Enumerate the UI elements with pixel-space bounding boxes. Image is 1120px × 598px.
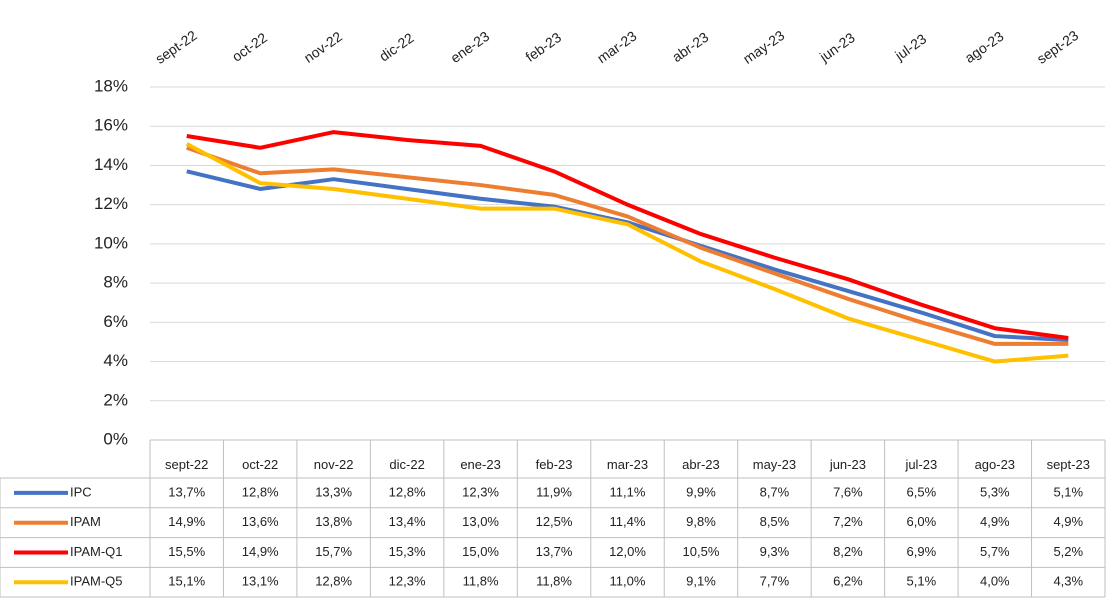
table-header: oct-22	[242, 457, 278, 472]
table-value: 7,2%	[833, 514, 863, 529]
table-value: 13,6%	[242, 514, 279, 529]
table-header: abr-23	[682, 457, 720, 472]
table-value: 9,1%	[686, 574, 716, 589]
table-header: may-23	[753, 457, 796, 472]
table-value: 13,4%	[389, 514, 426, 529]
table-value: 7,6%	[833, 484, 863, 499]
top-category-label: may-23	[740, 27, 788, 67]
table-value: 15,5%	[168, 544, 205, 559]
table-value: 9,3%	[760, 544, 790, 559]
table-value: 14,9%	[242, 544, 279, 559]
table-value: 4,0%	[980, 574, 1010, 589]
table-value: 4,9%	[1053, 514, 1083, 529]
top-category-label: jul-23	[891, 30, 929, 63]
table-value: 6,2%	[833, 574, 863, 589]
table-header: ago-23	[975, 457, 1015, 472]
table-value: 15,0%	[462, 544, 499, 559]
top-category-label: jun-23	[816, 29, 858, 65]
table-value: 13,0%	[462, 514, 499, 529]
table-value: 11,9%	[536, 484, 572, 499]
table-value: 12,3%	[389, 574, 426, 589]
y-tick-label: 8%	[103, 273, 128, 292]
table-value: 12,8%	[315, 574, 352, 589]
table-value: 8,5%	[760, 514, 790, 529]
top-category-label: ene-23	[447, 28, 492, 66]
table-value: 12,3%	[462, 484, 499, 499]
table-value: 12,5%	[536, 514, 573, 529]
table-header: jul-23	[904, 457, 937, 472]
top-category-label: nov-22	[301, 28, 345, 66]
table-header: feb-23	[536, 457, 573, 472]
y-tick-label: 6%	[103, 312, 128, 331]
table-header: sept-23	[1047, 457, 1090, 472]
top-category-label: ago-23	[962, 28, 1007, 66]
y-tick-label: 10%	[94, 233, 128, 252]
table-value: 6,5%	[907, 484, 937, 499]
y-tick-label: 4%	[103, 351, 128, 370]
table-value: 4,9%	[980, 514, 1010, 529]
table-value: 13,3%	[315, 484, 352, 499]
series-line	[185, 142, 1069, 364]
series-line	[186, 145, 1069, 346]
table-value: 8,7%	[760, 484, 790, 499]
table-header: sept-22	[165, 457, 208, 472]
table-value: 15,7%	[315, 544, 352, 559]
top-category-label: abr-23	[669, 29, 712, 65]
series-line	[186, 130, 1069, 341]
table-value: 11,8%	[463, 574, 499, 589]
top-category-label: oct-22	[229, 29, 270, 65]
table-value: 11,8%	[536, 574, 572, 589]
y-tick-label: 2%	[103, 390, 128, 409]
table-value: 6,0%	[907, 514, 937, 529]
table-value: 5,3%	[980, 484, 1010, 499]
table-header: mar-23	[607, 457, 648, 472]
table-value: 11,1%	[610, 484, 646, 499]
table-value: 9,8%	[686, 514, 716, 529]
series-line	[186, 169, 1069, 342]
y-tick-label: 14%	[94, 155, 128, 174]
table-value: 13,1%	[242, 574, 279, 589]
top-category-label: mar-23	[594, 28, 640, 67]
table-header: ene-23	[460, 457, 500, 472]
table-value: 13,7%	[168, 484, 205, 499]
top-category-label: sept-23	[1034, 27, 1082, 67]
table-value: 4,3%	[1053, 574, 1083, 589]
top-category-label: dic-22	[376, 29, 417, 64]
table-value: 15,1%	[168, 574, 205, 589]
table-header: jun-23	[829, 457, 866, 472]
table-header: nov-22	[314, 457, 354, 472]
y-tick-label: 12%	[94, 194, 128, 213]
legend-label: IPC	[70, 484, 92, 499]
top-category-label: sept-22	[152, 27, 200, 67]
table-header: dic-22	[389, 457, 424, 472]
table-value: 10,5%	[683, 544, 720, 559]
top-category-label: feb-23	[522, 29, 564, 65]
table-value: 11,0%	[610, 574, 646, 589]
y-tick-label: 0%	[103, 429, 128, 448]
table-value: 13,8%	[315, 514, 352, 529]
table-value: 5,1%	[907, 574, 937, 589]
table-value: 11,4%	[610, 514, 646, 529]
table-value: 5,7%	[980, 544, 1010, 559]
y-tick-label: 16%	[94, 116, 128, 135]
table-value: 13,7%	[536, 544, 573, 559]
legend-label: IPAM-Q5	[70, 574, 123, 589]
table-value: 12,8%	[242, 484, 279, 499]
table-value: 8,2%	[833, 544, 863, 559]
y-tick-label: 18%	[94, 76, 128, 95]
table-value: 12,8%	[389, 484, 426, 499]
table-value: 5,1%	[1053, 484, 1083, 499]
table-value: 9,9%	[686, 484, 716, 499]
legend-label: IPAM-Q1	[70, 544, 123, 559]
table-value: 14,9%	[168, 514, 205, 529]
table-value: 5,2%	[1053, 544, 1083, 559]
table-value: 15,3%	[389, 544, 426, 559]
table-value: 6,9%	[907, 544, 937, 559]
legend-label: IPAM	[70, 514, 101, 529]
table-value: 12,0%	[609, 544, 646, 559]
table-value: 7,7%	[760, 574, 790, 589]
